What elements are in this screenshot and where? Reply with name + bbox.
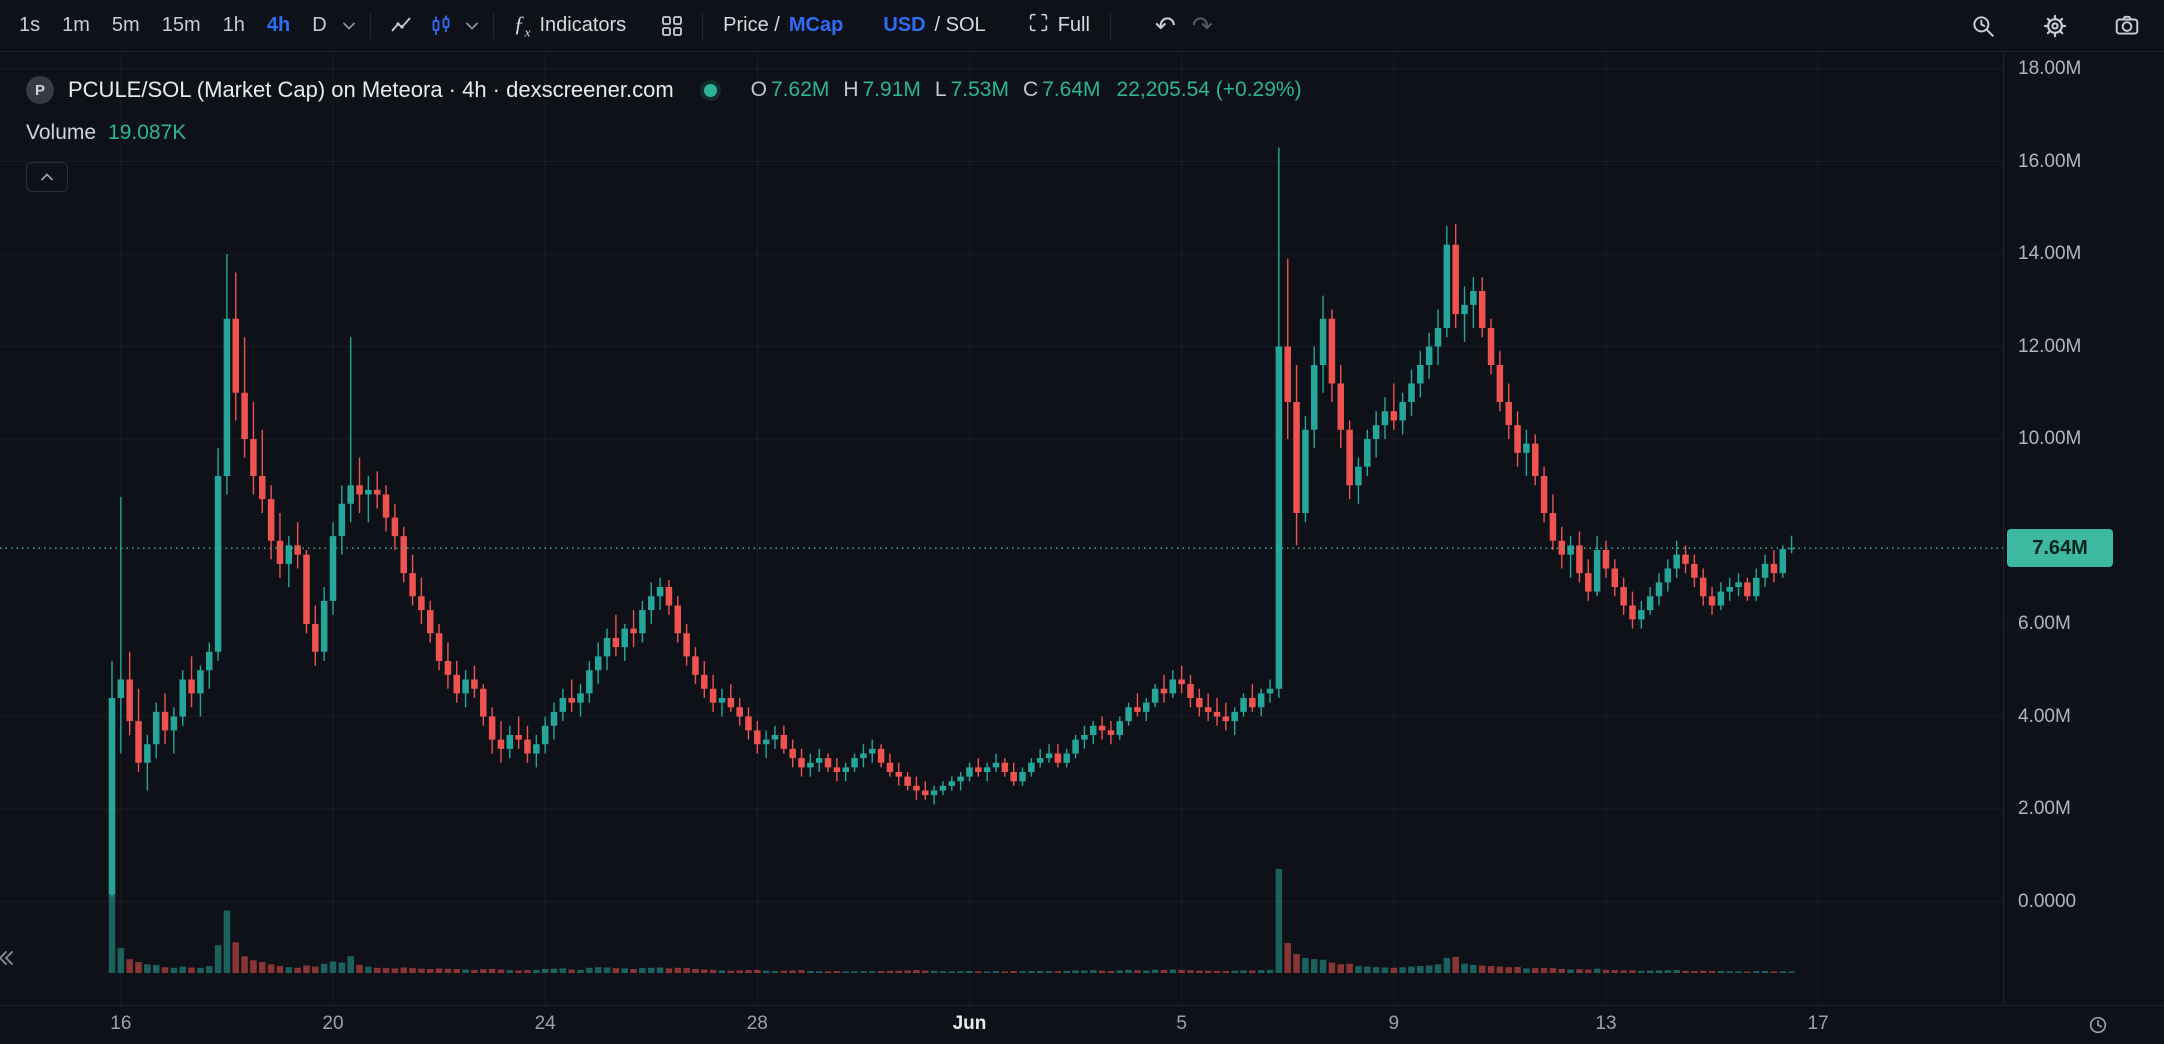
price-tick-label: 10.00M (2018, 428, 2082, 449)
settings-button[interactable] (2034, 8, 2076, 44)
double-chevron-left-icon (0, 951, 18, 970)
current-price-badge: 7.64M (2007, 529, 2113, 568)
usd-active-label: USD (883, 14, 926, 36)
fullscreen-label: Full (1057, 14, 1090, 36)
timeframe-menu-button[interactable] (338, 18, 360, 34)
time-tick-label: 24 (534, 1013, 556, 1034)
camera-icon (2114, 13, 2140, 39)
grid-layout-icon (660, 14, 684, 38)
clock-zoom-icon (1970, 13, 1996, 39)
time-tick-label: 13 (1595, 1013, 1617, 1034)
volume-label: Volume (26, 121, 97, 144)
price-tick-label: 18.00M (2018, 58, 2082, 79)
time-scale[interactable]: 16 20 24 28 Jun 5 9 13 17 (0, 1005, 2164, 1044)
low-value: 7.53M (950, 78, 1009, 101)
fullscreen-icon (1028, 12, 1049, 39)
screenshot-button[interactable] (2106, 8, 2148, 44)
timeframe-1s-button[interactable]: 1s (19, 14, 41, 36)
toolbar-separator (1109, 12, 1111, 39)
indicators-label: Indicators (539, 13, 627, 36)
ohlc-readout: O 7.62M H 7.91M L 7.53M C 7.64M 22,205.54 (+… (741, 78, 1302, 102)
chevron-up-icon (40, 168, 54, 186)
high-label: H (843, 78, 859, 101)
volume-bars (108, 869, 1795, 973)
chart-legend: P PCULE/SOL (Market Cap) on Meteora · 4h… (26, 76, 1302, 192)
time-tick-label: 20 (322, 1013, 344, 1034)
change-value: 22,205.54 (+0.29%) (1116, 78, 1302, 101)
undo-button[interactable]: ↶ (1154, 11, 1176, 40)
timeframe-1d-button[interactable]: D (312, 14, 327, 36)
chevron-down-icon (342, 22, 356, 30)
layout-grid-button[interactable] (652, 9, 692, 43)
price-tick-label: 4.00M (2018, 705, 2071, 727)
chart-canvas[interactable]: P PCULE/SOL (Market Cap) on Meteora · 4h… (0, 52, 2003, 1005)
top-toolbar: 1s 1m 5m 15m 1h 4h D (0, 0, 2164, 52)
legend-collapse-button[interactable] (26, 162, 68, 192)
line-chart-icon (389, 14, 413, 38)
timeframe-15m-button[interactable]: 15m (161, 14, 201, 36)
time-tick-label: Jun (952, 1013, 987, 1034)
toolbar-separator (492, 12, 494, 39)
gridlines (0, 52, 2003, 1005)
price-mcap-toggle[interactable]: Price / MCap (713, 8, 853, 43)
fullscreen-button[interactable]: Full (1018, 6, 1100, 45)
open-value: 7.62M (771, 78, 830, 101)
timeframe-1m-button[interactable]: 1m (62, 14, 90, 36)
chevron-down-icon (465, 22, 479, 30)
price-tick-label: 6.00M (2018, 613, 2071, 634)
time-axis-settings-button[interactable] (2087, 1014, 2109, 1041)
token-logo: P (26, 76, 54, 104)
time-tick-label: 9 (1388, 1013, 1400, 1034)
time-tick-label: 17 (1807, 1013, 1829, 1034)
price-tick-label: 14.00M (2018, 243, 2082, 264)
price-mcap-prefix: Price / (723, 14, 780, 36)
timeframe-4h-button[interactable]: 4h (266, 14, 291, 36)
candles-icon (429, 14, 453, 38)
mcap-active-label: MCap (788, 14, 844, 36)
usd-sol-toggle[interactable]: USD / SOL (873, 8, 995, 43)
price-tick-label: 16.00M (2018, 150, 2082, 172)
pane-scroll-left-button[interactable] (0, 950, 18, 971)
close-value: 7.64M (1042, 78, 1101, 101)
fx-icon: ƒx (513, 10, 531, 40)
redo-button[interactable]: ↷ (1191, 11, 1213, 40)
price-scale[interactable]: 7.64M 18.00M 16.00M 14.00M 12.00M 10.00M 6.00… (2003, 52, 2164, 1005)
price-tick-label: 2.00M (2018, 798, 2071, 819)
close-label: C (1022, 78, 1039, 101)
time-tick-label: 28 (746, 1013, 768, 1034)
chart-type-menu-button[interactable] (461, 18, 483, 34)
candles-chart-type-button[interactable] (421, 9, 461, 43)
live-status-dot (703, 83, 717, 97)
timeframe-5m-button[interactable]: 5m (111, 14, 140, 36)
price-tick-label: 0.0000 (2018, 890, 2077, 912)
price-tick-label: 12.00M (2018, 335, 2082, 357)
gear-icon (2042, 13, 2068, 39)
timeframe-1h-button[interactable]: 1h (222, 14, 245, 36)
toolbar-right-cluster (1962, 8, 2148, 44)
usd-sol-suffix: / SOL (934, 14, 986, 36)
candles (108, 147, 1795, 897)
line-chart-type-button[interactable] (381, 9, 421, 43)
high-value: 7.91M (862, 78, 921, 101)
time-tick-label: 16 (110, 1013, 132, 1034)
toolbar-separator (702, 12, 704, 39)
toolbar-separator (369, 12, 371, 39)
indicators-button[interactable]: ƒx Indicators (504, 5, 637, 46)
candlestick-plot[interactable] (0, 52, 2003, 1005)
goto-date-button[interactable] (1962, 8, 2004, 44)
clock-settings-icon (2087, 1016, 2109, 1040)
chart-title: PCULE/SOL (Market Cap) on Meteora · 4h ·… (68, 77, 674, 102)
low-label: L (934, 78, 947, 101)
open-label: O (750, 78, 767, 101)
time-tick-label: 5 (1176, 1013, 1187, 1034)
volume-value: 19.087K (108, 121, 187, 144)
